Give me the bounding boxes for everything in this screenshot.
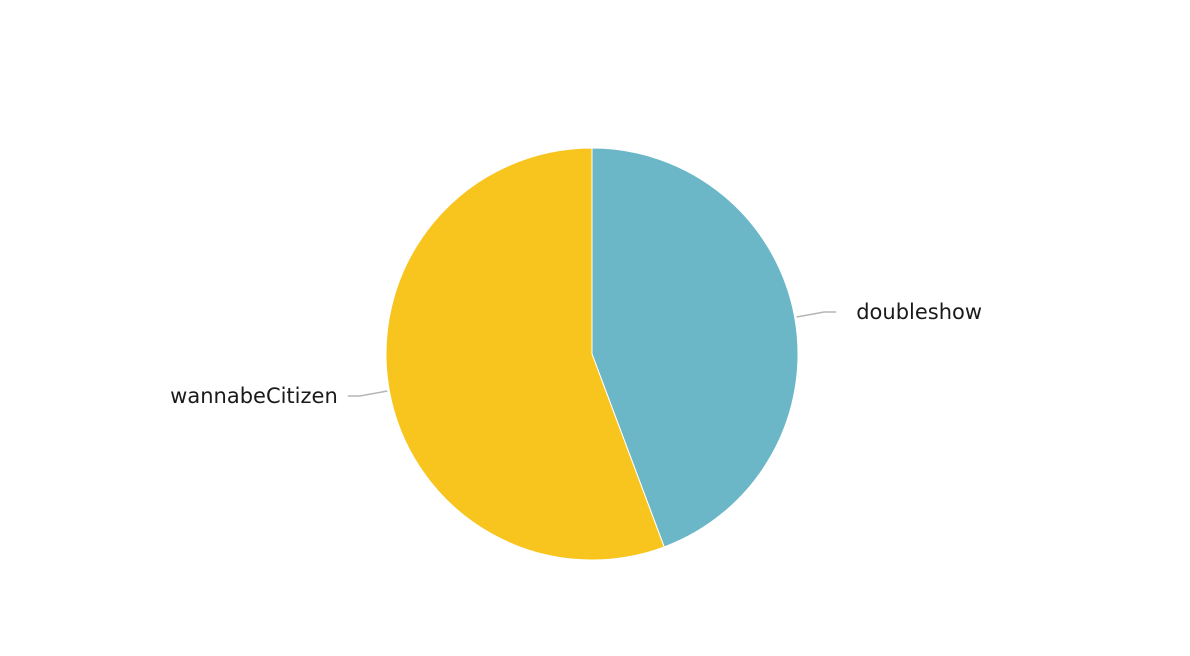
pie-slice-wannabeCitizen[interactable] [385,147,665,561]
leader-line-doubleshow [796,311,837,318]
slice-label-doubleshow: doubleshow [856,300,982,324]
leader-line-wannabeCitizen [347,390,388,397]
pie-slice-doubleshow[interactable] [591,147,799,548]
slice-label-wannabeCitizen: wannabeCitizen [170,384,338,408]
